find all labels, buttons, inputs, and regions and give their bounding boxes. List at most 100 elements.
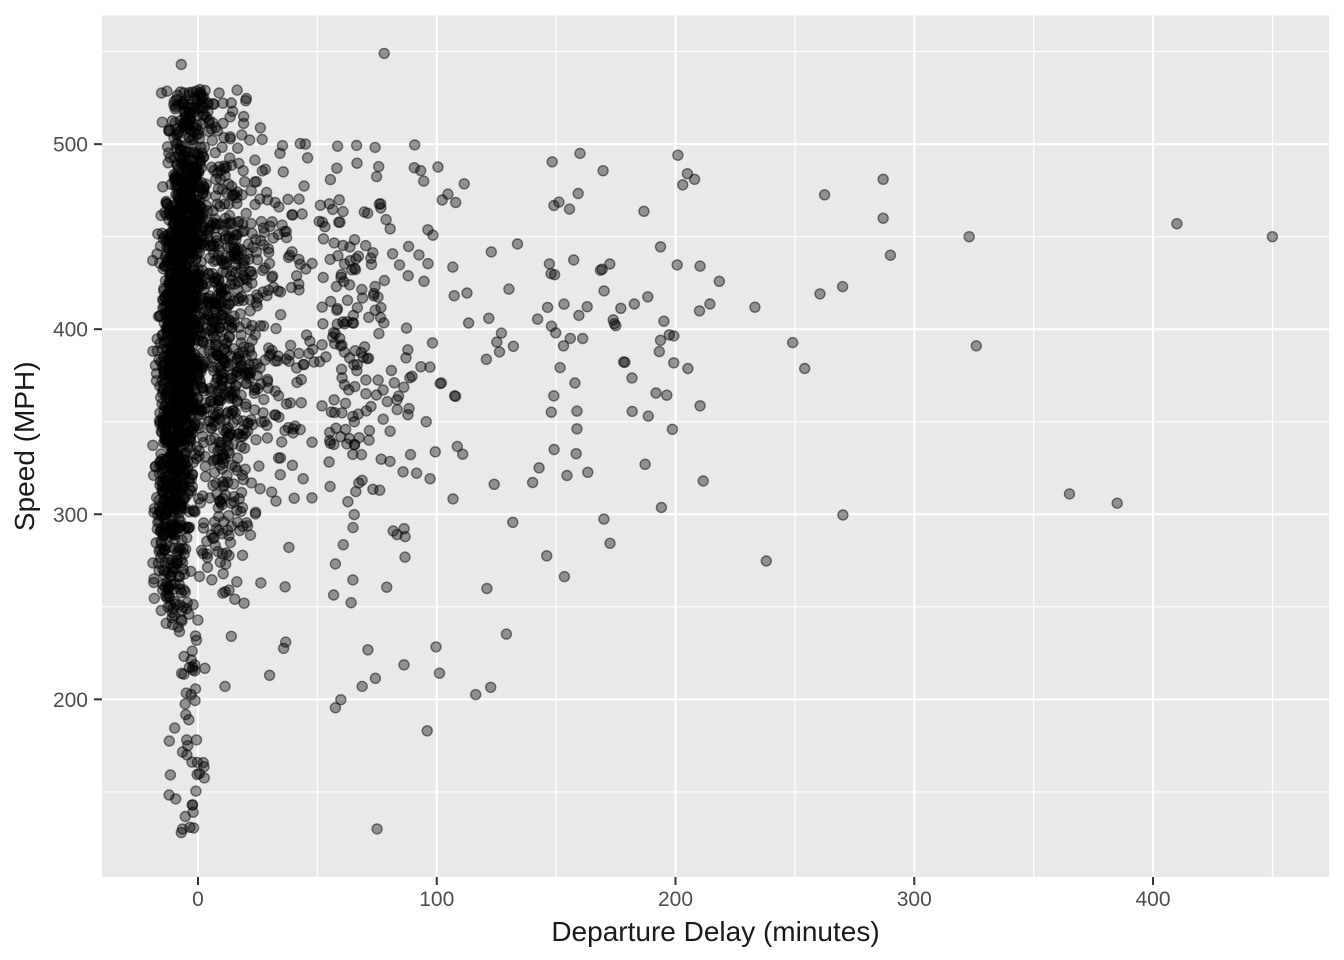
scatter-point [189,506,201,518]
scatter-point [297,473,309,485]
scatter-point [293,347,305,360]
y-tick-label: 200 [53,689,88,712]
scatter-point [215,286,228,298]
scatter-point [493,346,506,358]
scatter-point [485,681,497,693]
scatter-point [304,335,316,347]
scatter-point [258,226,270,239]
scatter-point [274,469,286,481]
scatter-point [255,577,267,589]
scatter-point [278,225,291,238]
scatter-point [369,141,381,154]
scatter-point [147,557,159,569]
scatter-point [628,298,640,310]
scatter-point [348,438,361,451]
scatter-point [243,134,256,146]
scatter-point [249,154,261,166]
scatter-point [330,422,342,434]
scatter-point [284,397,296,409]
scatter-point [380,213,392,226]
scatter-point [224,315,237,328]
scatter-point [277,642,290,655]
scatter-point [597,164,609,177]
scatter-point [165,236,177,249]
scatter-point [213,87,225,99]
scatter-point [220,338,232,350]
scatter-point [227,438,239,451]
scatter-point [335,694,347,706]
scatter-points [146,47,1279,839]
scatter-point [511,238,524,250]
scatter-point [256,133,268,146]
scatter-point [168,722,181,734]
scatter-point [693,305,706,317]
scatter-point [150,367,163,380]
scatter-point [666,423,679,435]
scatter-point [219,414,232,426]
scatter-point [626,372,638,384]
scatter-point [427,229,439,241]
scatter-point [1171,217,1183,230]
scatter-point [337,205,349,218]
scatter-point [682,362,694,375]
scatter-point [209,410,222,422]
scatter-point [189,300,201,312]
scatter-point [285,281,298,294]
scatter-point [563,203,576,215]
scatter-point [173,570,186,583]
scatter-point [250,434,262,446]
scatter-point [694,260,706,272]
scatter-point [295,397,307,409]
scatter-point [697,475,709,487]
scatter-point [306,492,318,504]
scatter-point [342,496,354,508]
scatter-point [604,258,616,270]
scatter-point [500,628,513,640]
scatter-point [209,338,222,350]
scatter-point [164,769,177,781]
scatter-point [199,189,212,202]
scatter-point [749,301,761,313]
scatter-point [219,219,231,232]
scatter-point [398,659,410,671]
scatter-point [165,209,178,222]
scatter-point [351,301,364,314]
scatter-point [655,501,668,514]
scatter-point [654,241,667,253]
scatter-point [282,193,294,206]
scatter-point [245,217,257,230]
scatter-point [263,342,275,354]
scatter-point [215,300,227,313]
scatter-point [331,304,343,316]
scatter-point [175,826,188,839]
scatter-point [237,164,249,177]
scatter-point [147,345,159,357]
scatter-point [226,265,239,278]
scatter-point [458,178,470,190]
scatter-point [626,405,638,418]
scatter-point [548,443,560,456]
scatter-point [279,581,291,593]
scatter-point [210,173,222,186]
scatter-point [324,253,336,266]
scatter-point [176,394,189,406]
scatter-point [168,434,180,446]
scatter-point [167,506,180,518]
scatter-point [175,499,188,511]
scatter-point [347,317,360,329]
scatter-point [308,356,320,368]
scatter-point [186,481,199,493]
scatter-point [147,439,159,451]
scatter-point [400,352,412,364]
scatter-point [190,290,203,302]
scatter-point [180,687,193,699]
scatter-point [217,480,230,493]
scatter-point [228,188,241,201]
scatter-point [231,84,243,96]
scatter-point [598,285,610,297]
scatter-point [338,379,351,391]
scatter-point [189,448,201,460]
scatter-point [199,662,211,674]
scatter-point [164,494,177,506]
scatter-point [424,473,436,485]
